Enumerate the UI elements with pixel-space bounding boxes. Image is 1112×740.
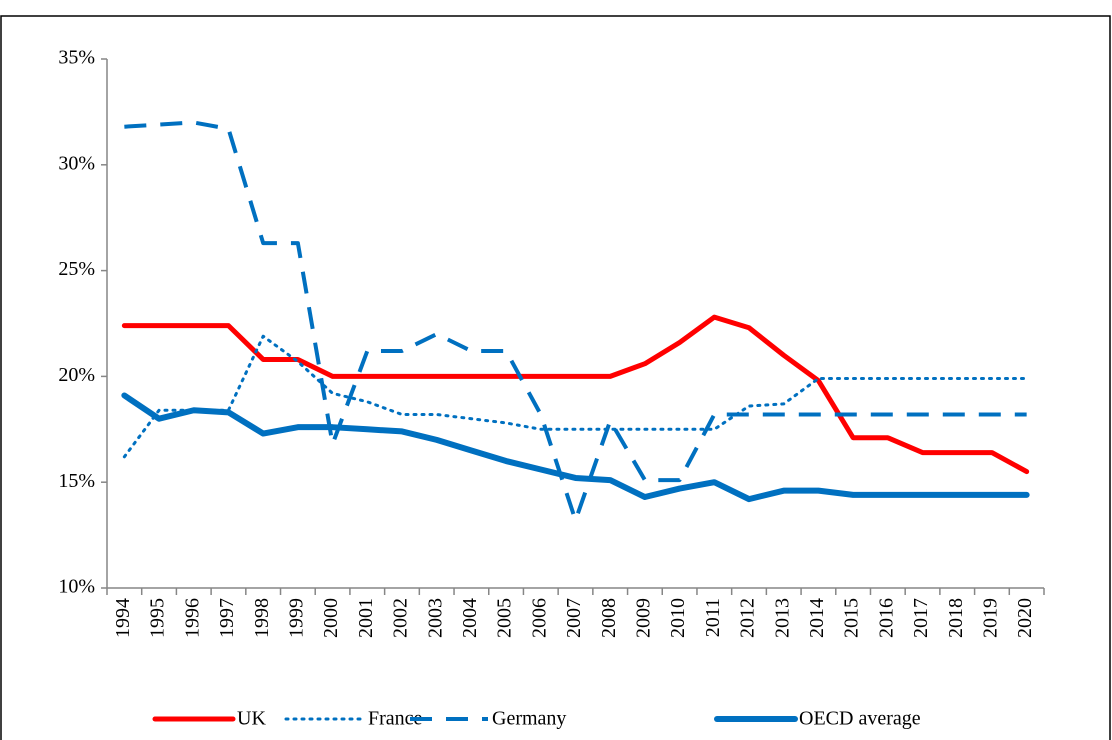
legend-label: OECD average	[799, 708, 921, 730]
y-tick-label: 35%	[58, 47, 95, 69]
x-tick-label: 2009	[633, 598, 655, 638]
x-tick-label: 2011	[702, 598, 724, 637]
x-tick-label: 1995	[147, 598, 169, 638]
x-tick-label: 2014	[806, 598, 828, 638]
x-tick-label: 2020	[1014, 598, 1036, 638]
line-series	[122, 334, 1029, 459]
x-tick-label: 2013	[771, 598, 793, 638]
y-tick-label: 25%	[58, 258, 95, 280]
x-tick-label: 2017	[910, 598, 932, 638]
x-tick-label: 2006	[528, 598, 550, 638]
x-tick-label: 2002	[390, 598, 412, 638]
y-tick-label: 15%	[58, 470, 95, 492]
x-tick-label: 2012	[737, 598, 759, 638]
legend-label: Germany	[492, 708, 566, 730]
y-tick-label: 30%	[58, 152, 95, 174]
line-series	[121, 392, 1030, 503]
line-series	[121, 314, 1030, 475]
frame	[0, 15, 1111, 740]
y-tick-label: 20%	[58, 364, 95, 386]
x-tick-label: 2019	[980, 598, 1002, 638]
x-tick-label: 2015	[841, 598, 863, 638]
x-tick-label: 2016	[875, 598, 897, 638]
x-tick-label: 2004	[459, 598, 481, 638]
x-tick-label: 2000	[320, 598, 342, 638]
x-tick-label: 2001	[355, 598, 377, 638]
y-tick-label: 10%	[58, 576, 95, 598]
x-tick-label: 1997	[216, 598, 238, 638]
x-tick-label: 1996	[181, 598, 203, 638]
x-tick-label: 2008	[598, 598, 620, 638]
x-tick-label: 1999	[285, 598, 307, 638]
x-tick-label: 2010	[667, 598, 689, 638]
line-series	[124, 120, 1027, 523]
x-tick-label: 2005	[494, 598, 516, 638]
x-tick-label: 2018	[945, 598, 967, 638]
x-tick-label: 2003	[424, 598, 446, 638]
legend-label: France	[368, 708, 423, 730]
x-tick-label: 1998	[251, 598, 273, 638]
x-tick-label: 1994	[112, 598, 134, 638]
legend-label: UK	[237, 708, 266, 730]
x-tick-label: 2007	[563, 598, 585, 638]
